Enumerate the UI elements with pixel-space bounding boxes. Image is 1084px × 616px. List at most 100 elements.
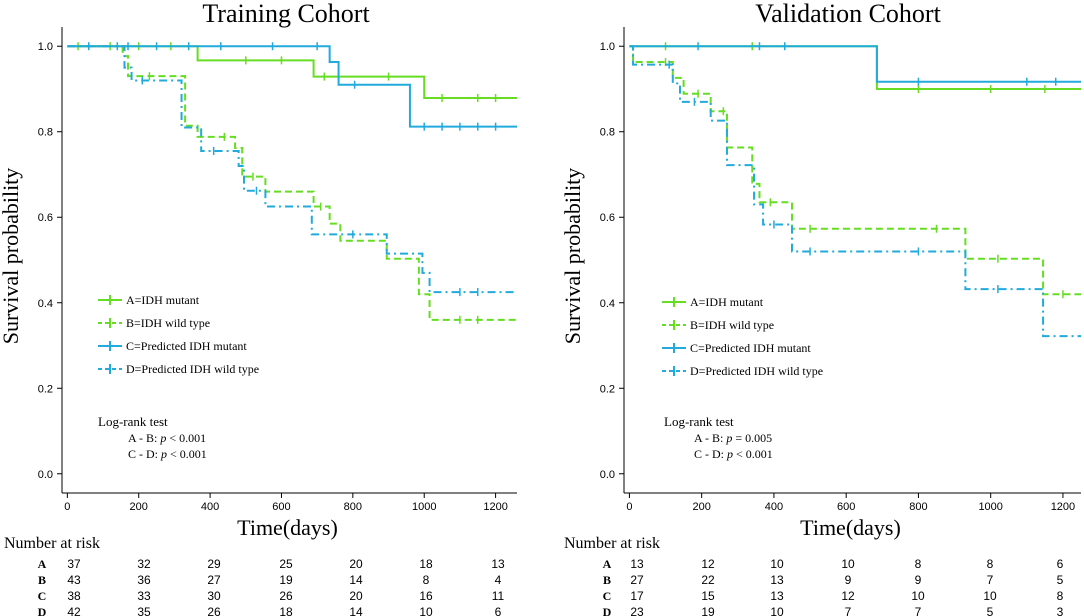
risk-value: 8 [987, 557, 994, 571]
legend-label: A=IDH mutant [690, 295, 764, 309]
x-tick-label: 400 [765, 501, 783, 513]
series-line-c [67, 45, 517, 128]
legend-label: D=Predicted IDH wild type [690, 364, 823, 378]
series-line-a [67, 45, 517, 99]
risk-value: 25 [279, 557, 293, 571]
risk-value: 17 [630, 589, 644, 603]
x-tick-label: 200 [130, 501, 148, 513]
risk-value: 6 [495, 605, 502, 616]
risk-value: 43 [67, 573, 81, 587]
logrank-result: A - B: p = 0.005 [694, 431, 772, 445]
legend-label: D=Predicted IDH wild type [126, 362, 259, 376]
y-axis-label: Survival probability [560, 168, 585, 345]
x-tick-label: 0 [64, 501, 70, 513]
series-line-b [67, 45, 517, 321]
x-tick-label: 600 [272, 501, 290, 513]
risk-value: 20 [349, 557, 363, 571]
risk-value: 9 [915, 573, 922, 587]
risk-value: 20 [349, 589, 363, 603]
risk-value: 10 [983, 589, 997, 603]
x-tick-label: 800 [909, 501, 927, 513]
risk-value: 13 [770, 589, 784, 603]
logrank-result: C - D: p < 0.001 [694, 447, 773, 461]
logrank-title: Log-rank test [664, 414, 734, 429]
risk-value: 14 [349, 573, 363, 587]
y-tick-label: 0.0 [38, 469, 53, 481]
risk-value: 18 [419, 557, 433, 571]
y-tick-label: 0.2 [600, 383, 615, 395]
risk-row-label: A [38, 557, 47, 571]
legend-label: A=IDH mutant [126, 293, 200, 307]
legend-label: B=IDH wild type [126, 316, 210, 330]
y-tick-label: 1.0 [600, 41, 615, 53]
y-tick-label: 0.6 [38, 212, 53, 224]
x-axis-label: Time(days) [800, 515, 901, 540]
risk-row-label: A [603, 557, 612, 571]
risk-value: 5 [1057, 573, 1064, 587]
legend-label: B=IDH wild type [690, 318, 774, 332]
y-tick-label: 0.2 [38, 383, 53, 395]
logrank-title: Log-rank test [98, 414, 168, 429]
risk-value: 42 [67, 605, 81, 616]
risk-value: 19 [279, 573, 293, 587]
x-tick-label: 1000 [412, 501, 436, 513]
risk-value: 9 [845, 573, 852, 587]
logrank-result: A - B: p < 0.001 [128, 431, 206, 445]
risk-value: 8 [915, 557, 922, 571]
risk-value: 6 [1057, 557, 1064, 571]
risk-value: 10 [770, 557, 784, 571]
risk-value: 12 [701, 557, 715, 571]
x-tick-label: 400 [201, 501, 219, 513]
risk-value: 10 [911, 589, 925, 603]
risk-value: 26 [207, 605, 221, 616]
x-tick-label: 1200 [1051, 501, 1075, 513]
risk-value: 35 [137, 605, 151, 616]
risk-value: 27 [630, 573, 644, 587]
risk-value: 36 [137, 573, 151, 587]
risk-table-title: Number at risk [4, 535, 100, 552]
risk-value: 8 [423, 573, 430, 587]
risk-value: 26 [279, 589, 293, 603]
x-axis-label: Time(days) [237, 515, 338, 540]
risk-value: 32 [137, 557, 151, 571]
y-tick-label: 0.4 [600, 298, 615, 310]
y-axis-label: Survival probability [0, 168, 23, 345]
risk-row-label: B [38, 573, 46, 587]
x-tick-label: 600 [837, 501, 855, 513]
risk-row-label: C [38, 589, 47, 603]
series-line-c [629, 45, 1081, 83]
km-panel-validation: Validation Cohort 0.0 0.2 0.4 0.6 0.8 1.0 0 200 4… [560, 0, 1081, 616]
risk-value: 37 [67, 557, 81, 571]
risk-value: 18 [279, 605, 293, 616]
risk-value: 13 [630, 557, 644, 571]
x-tick-label: 800 [344, 501, 362, 513]
chart-title: Training Cohort [202, 0, 370, 28]
risk-row-label: C [603, 589, 612, 603]
risk-row-label: D [603, 605, 612, 616]
legend-label: C=Predicted IDH mutant [126, 339, 247, 353]
risk-value: 33 [137, 589, 151, 603]
series-line-d [67, 45, 517, 294]
risk-value: 3 [1057, 605, 1064, 616]
chart-title: Validation Cohort [755, 0, 941, 28]
risk-value: 7 [845, 605, 852, 616]
risk-value: 10 [419, 605, 433, 616]
x-tick-label: 1000 [978, 501, 1002, 513]
x-tick-label: 0 [626, 501, 632, 513]
y-tick-label: 0.8 [38, 127, 53, 139]
risk-value: 27 [207, 573, 221, 587]
y-tick-label: 0.6 [600, 212, 615, 224]
km-panel-training: Training Cohort 0.0 0.2 0.4 0.6 0.8 1.0 0 200 400… [0, 0, 517, 616]
risk-value: 5 [987, 605, 994, 616]
risk-value: 11 [492, 589, 505, 603]
y-tick-label: 0.4 [38, 298, 53, 310]
risk-value: 13 [770, 573, 784, 587]
risk-value: 10 [770, 605, 784, 616]
risk-value: 8 [1057, 589, 1064, 603]
y-tick-label: 0.8 [600, 127, 615, 139]
y-tick-label: 0.0 [600, 469, 615, 481]
risk-value: 4 [495, 573, 502, 587]
risk-value: 7 [915, 605, 922, 616]
risk-table-title: Number at risk [564, 535, 660, 552]
